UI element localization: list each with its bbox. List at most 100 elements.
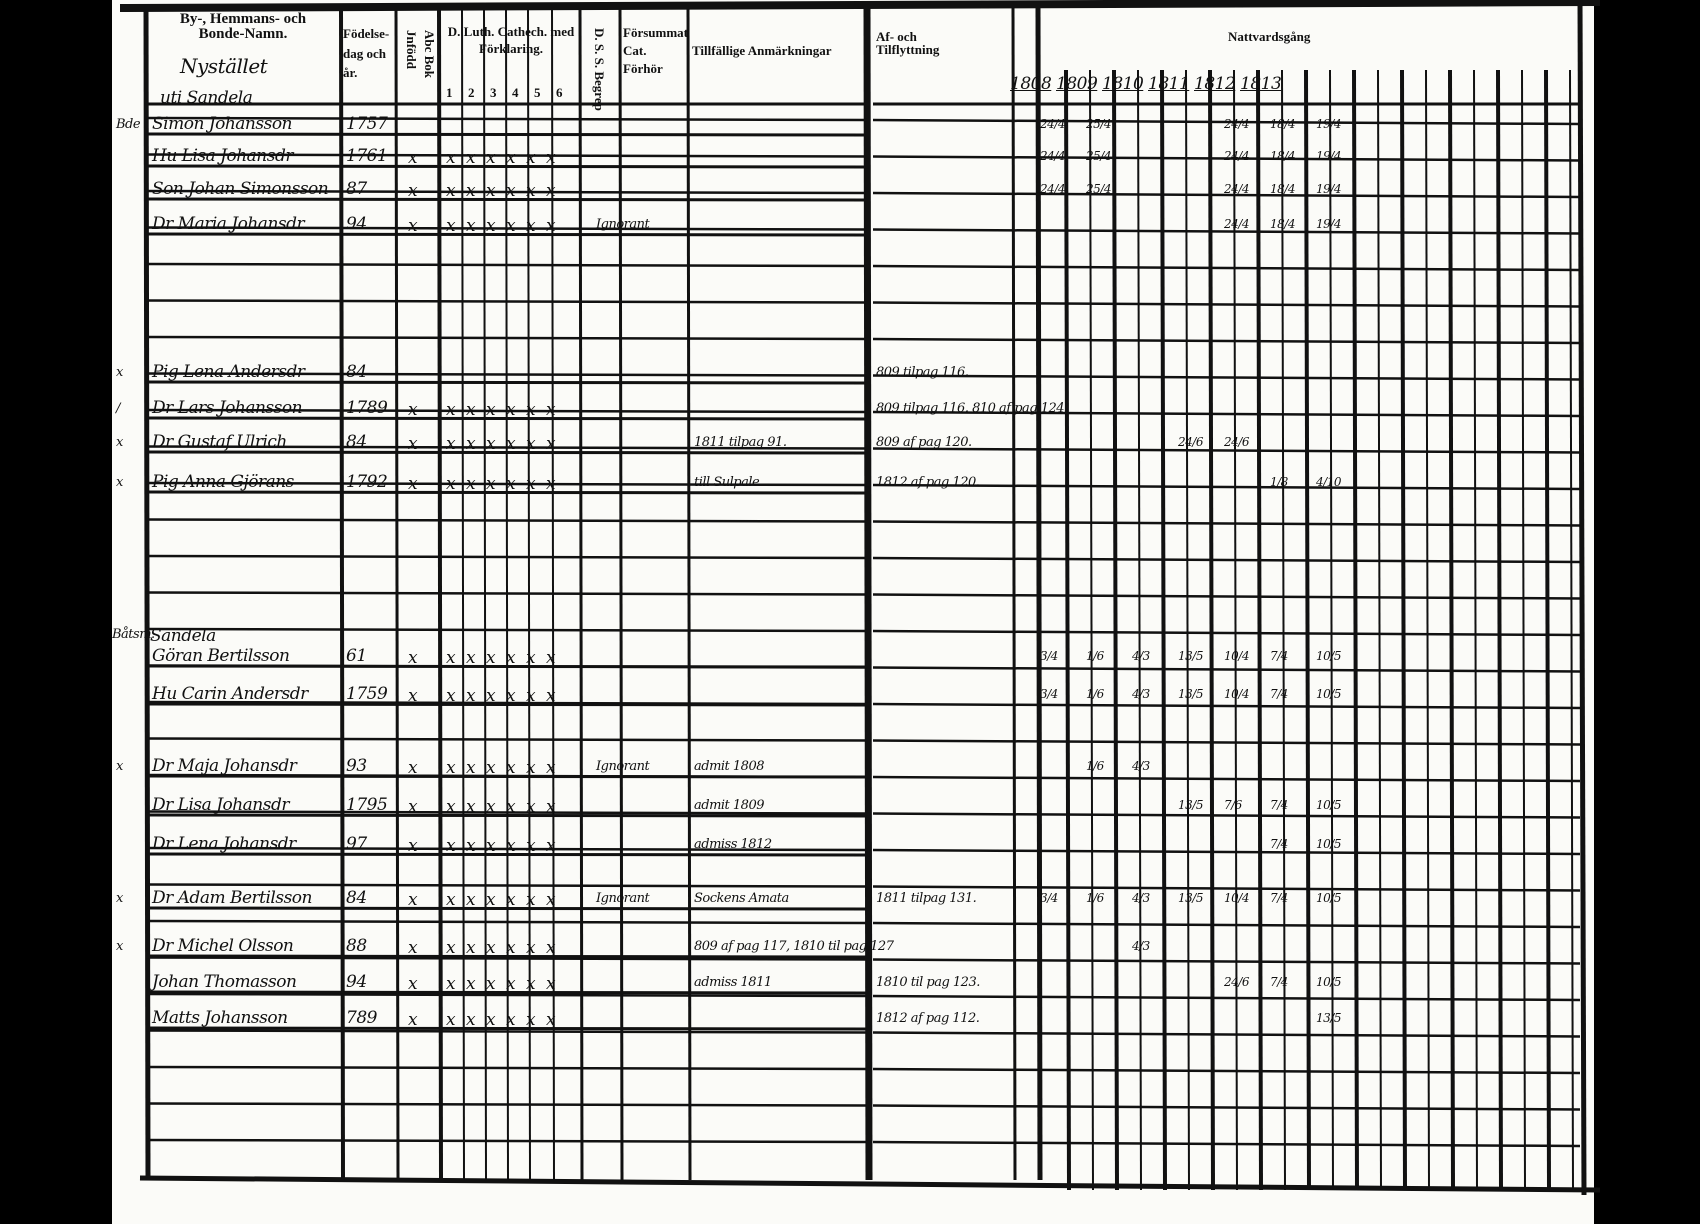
communion-mark: 4/3 xyxy=(1132,687,1150,701)
birth-year: 1761 xyxy=(346,146,388,166)
remark-note: admiss 1811 xyxy=(694,975,772,990)
birth-year: 1759 xyxy=(346,684,388,704)
row-rule xyxy=(145,132,868,137)
catechism-part-4: 4 xyxy=(512,85,519,100)
row-rule xyxy=(872,118,1581,126)
communion-mark: 13/5 xyxy=(1178,891,1203,905)
catechism-marks: x x x x x x xyxy=(446,474,556,494)
communion-mark: 7/4 xyxy=(1270,798,1288,812)
row-mark: x xyxy=(116,759,123,774)
communion-mark: 19/4 xyxy=(1316,117,1341,131)
communion-mark: 18/4 xyxy=(1270,117,1295,131)
move-note: 1812 af pag 120. xyxy=(876,475,980,490)
row-rule xyxy=(145,883,868,888)
row-mark: / xyxy=(116,401,120,416)
communion-mark: 4/3 xyxy=(1132,649,1150,663)
row-mark: x xyxy=(116,939,123,954)
birth-year: 97 xyxy=(346,834,367,854)
communion-mark: 7/4 xyxy=(1270,687,1288,701)
row-rule xyxy=(872,1031,1581,1038)
header-communion: Nattvardsgång xyxy=(1228,29,1311,44)
row-rule xyxy=(872,775,1581,783)
communion-column-rule xyxy=(1281,69,1286,1191)
catechism-marks: x x x x x x xyxy=(446,797,556,817)
catechism-part-2: 2 xyxy=(468,85,475,100)
row-rule xyxy=(872,702,1581,710)
place-label-nystallet: Nystället xyxy=(180,54,268,78)
communion-year-1808: 1808 xyxy=(1010,74,1052,94)
communion-mark: 7/4 xyxy=(1270,837,1288,851)
person-name: Dr Michel Olsson xyxy=(152,936,294,956)
header-name: By-, Hemmans- och Bonde-Namn. xyxy=(179,11,307,42)
row-rule xyxy=(145,846,868,852)
row-rule xyxy=(145,954,868,959)
row-rule xyxy=(872,483,1581,491)
row-rule xyxy=(872,629,1581,637)
row-rule xyxy=(145,153,868,158)
communion-mark: 24/4 xyxy=(1224,217,1249,231)
row-rule xyxy=(872,1067,1581,1075)
row-rule xyxy=(145,591,868,596)
abc-mark: x xyxy=(408,1010,418,1030)
person-name: Dr Maja Johansdr xyxy=(152,756,297,776)
catechism-marks: x x x x x x xyxy=(446,400,556,420)
row-rule xyxy=(145,813,868,818)
communion-year-1811: 1811 xyxy=(1148,74,1190,94)
catechism-marks: x x x x x x xyxy=(446,181,556,201)
communion-mark: 25/4 xyxy=(1086,117,1111,131)
row-rule xyxy=(145,1138,868,1144)
abc-mark: x xyxy=(408,434,418,454)
communion-mark: 1/6 xyxy=(1086,687,1104,701)
person-name: Dr Lisa Johansdr xyxy=(152,795,289,815)
row-rule xyxy=(145,416,868,421)
person-name: Hu Lisa Johansdr xyxy=(152,146,293,166)
communion-mark: 24/6 xyxy=(1224,435,1249,449)
row-mark: x xyxy=(116,891,123,906)
communion-mark: 19/4 xyxy=(1316,149,1341,163)
catechism-marks: x x x x x x xyxy=(446,1010,556,1030)
communion-mark: 3/4 xyxy=(1040,891,1058,905)
communion-mark: 10/5 xyxy=(1316,891,1341,905)
row-rule xyxy=(145,956,868,961)
birth-year: 789 xyxy=(346,1008,377,1028)
person-name: Dr Lena Johansdr xyxy=(152,834,296,854)
communion-column-rule xyxy=(1256,69,1263,1191)
person-name: Dr Maria Johansdr xyxy=(152,214,305,234)
right-edge-rule xyxy=(1577,0,1587,1196)
abc-mark: x xyxy=(408,758,418,778)
communion-mark: 24/4 xyxy=(1224,149,1249,163)
left-page xyxy=(112,0,872,1224)
communion-mark: 10/5 xyxy=(1316,798,1341,812)
row-rule xyxy=(872,337,1581,345)
row-rule xyxy=(145,164,868,169)
communion-column-rule xyxy=(1112,69,1119,1191)
communion-year-1809: 1809 xyxy=(1056,74,1098,94)
row-mark: Bde xyxy=(116,117,141,132)
birth-year: 94 xyxy=(346,214,367,234)
header-inflyttning: Jnfödd xyxy=(404,30,419,70)
missed-note: Ignorant xyxy=(596,759,650,774)
communion-column-rule xyxy=(1544,69,1551,1191)
communion-mark: 24/4 xyxy=(1224,117,1249,131)
catechism-part-3: 3 xyxy=(490,85,497,100)
catechism-marks: x x x x x x xyxy=(446,434,556,454)
communion-mark: 3/4 xyxy=(1040,649,1058,663)
person-name: Göran Bertilsson xyxy=(152,646,290,666)
row-rule xyxy=(145,490,868,495)
place-label-sandela: Sandela xyxy=(150,626,216,646)
abc-mark: x xyxy=(408,836,418,856)
person-name: Dr Lars Johansson xyxy=(152,398,303,418)
abc-mark: x xyxy=(408,797,418,817)
birth-year: 94 xyxy=(346,972,367,992)
row-mark: x xyxy=(116,435,123,450)
communion-column-rule xyxy=(1496,69,1503,1191)
communion-year-1812: 1812 xyxy=(1194,74,1236,94)
communion-column-rule xyxy=(1304,69,1311,1191)
communion-column-rule xyxy=(1377,69,1382,1191)
row-rule xyxy=(145,906,868,911)
row-rule xyxy=(872,374,1581,381)
row-rule xyxy=(145,1065,868,1071)
communion-mark: 24/4 xyxy=(1040,117,1065,131)
communion-mark: 4/3 xyxy=(1132,759,1150,773)
communion-mark: 3/4 xyxy=(1040,687,1058,701)
